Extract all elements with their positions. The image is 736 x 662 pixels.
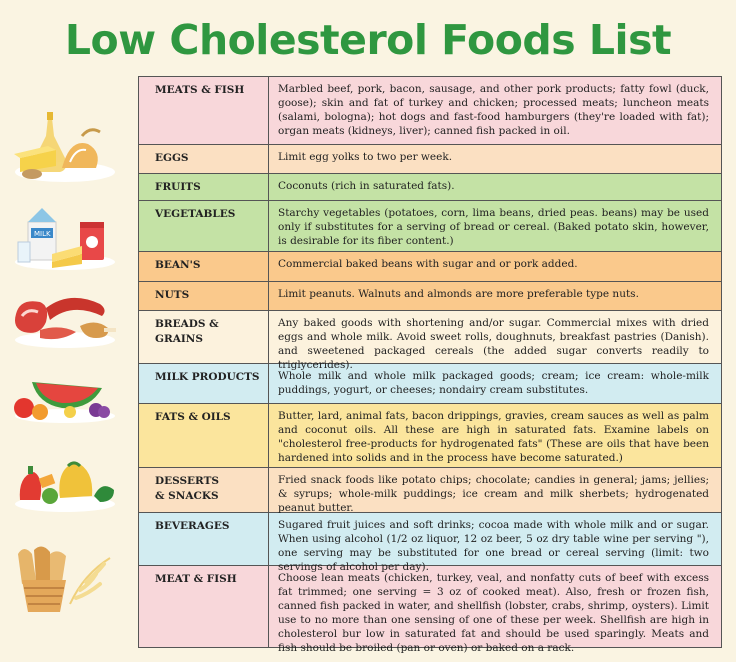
category-beans: BEAN'S <box>139 252 269 281</box>
table-row: BEAN'S Commercial baked beans with sugar… <box>139 252 722 282</box>
table-row: BEVERAGES Sugared fruit juices and soft … <box>139 513 722 573</box>
table-row: MEATS & FISH Marbled beef, pork, bacon, … <box>139 77 722 145</box>
table-row: DESSERTS & SNACKS Fried snack foods like… <box>139 468 722 514</box>
meat-sausage-illustration <box>15 297 116 348</box>
table-row: FATS & OILS Butter, lard, animal fats, b… <box>139 404 722 468</box>
category-meats-fish: MEATS & FISH <box>139 77 269 144</box>
oil-cheese-illustration <box>14 112 115 182</box>
category-description: Limit peanuts. Walnuts and almonds are m… <box>269 282 722 310</box>
category-description: Commercial baked beans with sugar and or… <box>269 252 722 281</box>
page-title: Low Cholesterol Foods List <box>64 16 672 64</box>
table-row: MEAT & FISH Choose lean meats (chicken, … <box>139 566 722 654</box>
category-description: Limit egg yolks to two per week. <box>269 145 722 173</box>
category-description: Fried snack foods like potato chips; cho… <box>269 468 722 514</box>
category-fats-oils: FATS & OILS <box>139 404 269 467</box>
category-milk-products: MILK PRODUCTS <box>139 364 269 403</box>
category-beverages: BEVERAGES <box>139 513 269 565</box>
milk-cheese-illustration: MILK <box>15 208 115 270</box>
category-nuts: NUTS <box>139 282 269 310</box>
category-description: Choose lean meats (chicken, turkey, veal… <box>269 566 722 654</box>
category-description: Marbled beef, pork, bacon, sausage, and … <box>269 77 722 144</box>
table-row: FRUITS Coconuts (rich in saturated fats)… <box>139 174 722 201</box>
table-row: NUTS Limit peanuts. Walnuts and almonds … <box>139 282 722 311</box>
category-desserts-snacks: DESSERTS & SNACKS <box>139 468 269 512</box>
category-line: & SNACKS <box>155 490 219 502</box>
category-eggs: EGGS <box>139 145 269 173</box>
category-meat-fish: MEAT & FISH <box>139 566 269 647</box>
category-description: Coconuts (rich in saturated fats). <box>269 174 722 200</box>
food-table: MEATS & FISH Marbled beef, pork, bacon, … <box>138 76 722 654</box>
category-description: Whole milk and whole milk packaged goods… <box>269 364 722 403</box>
category-vegetables: VEGETABLES <box>139 201 269 251</box>
category-line: DESSERTS <box>155 475 219 487</box>
category-description: Any baked goods with shortening and/or s… <box>269 311 722 371</box>
table-row: MILK PRODUCTS Whole milk and whole milk … <box>139 364 722 404</box>
milk-carton-label: MILK <box>34 230 51 238</box>
category-description: Sugared fruit juices and soft drinks; co… <box>269 513 722 573</box>
table-row: BREADS & GRAINS Any baked goods with sho… <box>139 311 722 371</box>
category-description: Butter, lard, animal fats, bacon drippin… <box>269 404 722 467</box>
fruit-illustration <box>14 382 115 423</box>
category-fruits: FRUITS <box>139 174 269 200</box>
category-description: Starchy vegetables (potatoes, corn, lima… <box>269 201 722 251</box>
vegetable-illustration <box>15 461 115 512</box>
category-breads-grains: BREADS & GRAINS <box>139 311 269 363</box>
table-row: EGGS Limit egg yolks to two per week. <box>139 145 722 174</box>
table-row: VEGETABLES Starchy vegetables (potatoes,… <box>139 201 722 252</box>
bread-illustration <box>18 546 111 612</box>
